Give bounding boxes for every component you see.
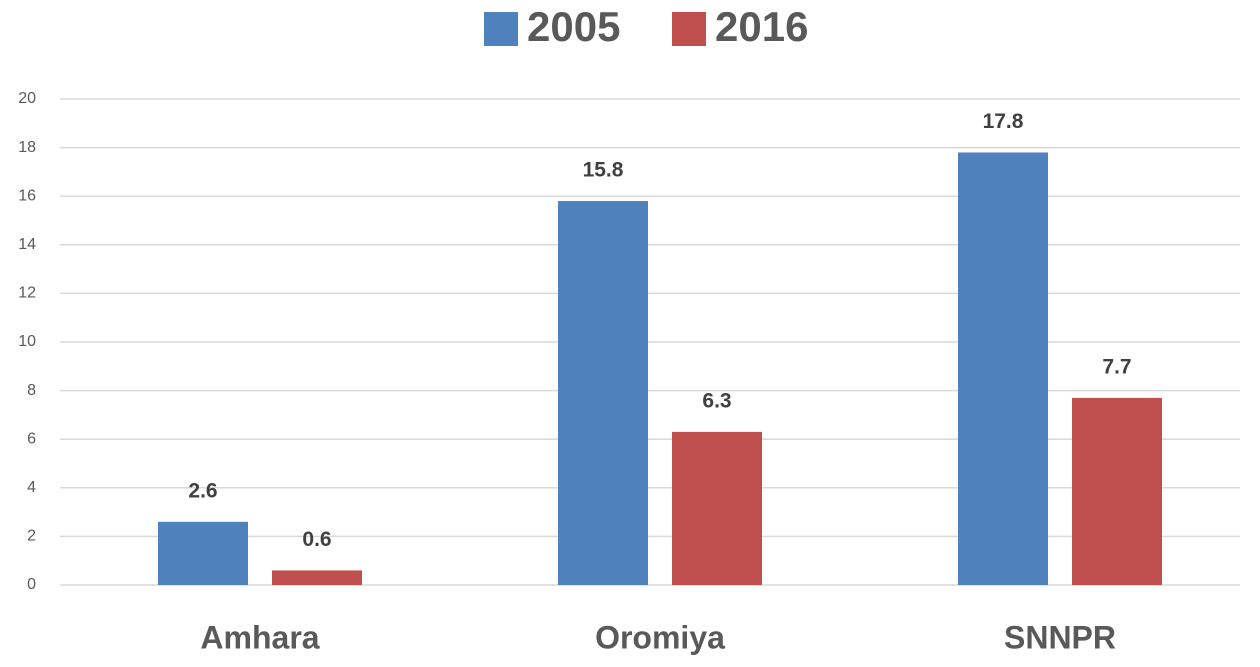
y-tick-label: 0: [27, 576, 36, 593]
data-label: 0.6: [302, 528, 331, 551]
x-tick-label: SNNPR: [1004, 619, 1116, 655]
y-tick-label: 20: [18, 90, 36, 107]
legend-swatch: [672, 12, 706, 46]
data-label: 6.3: [702, 389, 731, 412]
data-label: 7.7: [1102, 355, 1131, 378]
bar: [672, 431, 762, 585]
y-tick-label: 14: [18, 236, 36, 253]
y-tick-label: 6: [27, 430, 36, 447]
bar: [958, 152, 1048, 585]
data-label: 2.6: [188, 479, 217, 502]
legend-label: 2016: [715, 3, 808, 50]
legend-swatch: [484, 12, 518, 46]
x-tick-label: Amhara: [200, 619, 319, 655]
data-label: 17.8: [983, 110, 1024, 133]
y-tick-label: 4: [27, 479, 36, 496]
y-tick-label: 2: [27, 528, 36, 545]
y-tick-label: 16: [18, 187, 36, 204]
legend-label: 2005: [527, 3, 620, 50]
y-tick-label: 12: [18, 285, 36, 302]
y-tick-label: 8: [27, 382, 36, 399]
bar: [272, 570, 362, 585]
y-tick-label: 18: [18, 139, 36, 156]
data-label: 15.8: [583, 159, 624, 182]
bar: [1072, 397, 1162, 585]
bar: [558, 201, 648, 585]
y-tick-label: 10: [18, 333, 36, 350]
bar: [158, 521, 248, 585]
x-tick-label: Oromiya: [595, 619, 725, 655]
